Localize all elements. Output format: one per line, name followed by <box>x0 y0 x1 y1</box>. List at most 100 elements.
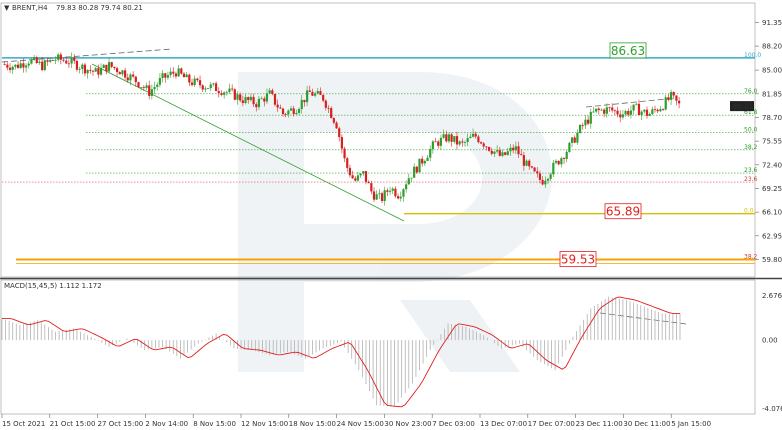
candle-body <box>659 109 662 112</box>
candle-body <box>94 68 97 72</box>
candle-body <box>418 158 421 173</box>
candle-body <box>637 103 641 116</box>
price-tick-label: 75.55 <box>762 138 782 146</box>
candle-body <box>75 60 79 70</box>
candle-body <box>498 150 501 156</box>
candle-body <box>343 148 346 159</box>
candle-body <box>201 85 204 90</box>
candle-body <box>62 59 65 61</box>
candle-body <box>273 93 277 105</box>
time-tick-label: 7 Dec 03:00 <box>432 420 475 428</box>
upper-dashed-trendline[interactable] <box>1 48 173 63</box>
candle-body <box>314 93 317 96</box>
divergence-trendline-price[interactable] <box>585 97 677 108</box>
fib-level-label: 38.2 <box>744 253 758 260</box>
candle-body <box>70 57 73 64</box>
candle-body <box>595 108 598 112</box>
candle-body <box>608 107 611 109</box>
candle-body <box>514 146 517 151</box>
candle-body <box>172 71 175 74</box>
candlesticks <box>3 52 681 206</box>
candle-body <box>14 64 17 67</box>
time-tick-label: 5 Jan 15:00 <box>671 420 711 428</box>
time-tick-label: 30 Dec 11:00 <box>623 420 670 428</box>
candle-body <box>490 150 493 154</box>
candle-body <box>613 110 616 112</box>
candle-body <box>249 96 252 101</box>
candle-body <box>118 72 121 75</box>
candle-body <box>429 149 432 158</box>
time-tick-label: 18 Nov 15:00 <box>289 420 336 428</box>
macd-tick-label: -4.076 <box>762 405 782 413</box>
candle-body <box>22 63 25 68</box>
candle-body <box>140 87 143 89</box>
candle-body <box>463 142 467 143</box>
candle-body <box>6 64 9 68</box>
candle-body <box>568 142 571 152</box>
candle-body <box>471 133 475 137</box>
candle-body <box>327 107 330 109</box>
candle-body <box>289 108 293 111</box>
candle-body <box>185 74 188 78</box>
candle-body <box>161 73 164 79</box>
candle-body <box>434 141 437 143</box>
chevron-down-icon[interactable]: ▼ <box>4 4 10 12</box>
candle-body <box>621 114 625 118</box>
candle-body <box>196 78 199 81</box>
candle-body <box>316 91 319 94</box>
candle-body <box>509 147 512 152</box>
candle-body <box>380 193 384 202</box>
candle-body <box>370 183 373 192</box>
candle-body <box>645 109 649 116</box>
candle-body <box>485 146 488 148</box>
candle-body <box>335 122 338 129</box>
candle-body <box>115 68 119 73</box>
price-tick-label: 59.80 <box>762 256 782 264</box>
candle-body <box>533 167 536 172</box>
candle-body <box>124 70 127 78</box>
candle-body <box>643 109 646 112</box>
candle-body <box>600 109 603 111</box>
price-axis: 91.35 88.20 85.00 81.85 78.70 75.55 72.40 69.25… <box>755 19 782 264</box>
level-callout-box <box>609 42 647 59</box>
candle-body <box>552 162 555 175</box>
candle-body <box>78 68 81 70</box>
candle-body <box>356 175 360 181</box>
candle-body <box>496 150 499 152</box>
symbol-title: BRENT,H4 <box>12 4 48 12</box>
candle-body <box>405 184 408 190</box>
level-callout-value: 86.63 <box>611 44 645 58</box>
candle-body <box>477 136 480 143</box>
candle-body <box>236 94 239 100</box>
candle-body <box>669 92 673 100</box>
candle-body <box>322 94 325 101</box>
candle-body <box>156 84 159 87</box>
candle-body <box>206 88 210 89</box>
candle-body <box>255 104 258 108</box>
candle-body <box>223 92 226 95</box>
candle-body <box>372 191 376 200</box>
candle-body <box>132 74 135 77</box>
candle-body <box>198 80 202 86</box>
divergence-trendline-macd[interactable] <box>599 312 687 325</box>
candle-body <box>672 92 675 96</box>
candle-body <box>319 91 322 95</box>
candle-body <box>158 78 162 85</box>
time-tick-label: 12 Nov 15:00 <box>241 420 288 428</box>
candle-body <box>648 113 651 116</box>
candle-body <box>24 65 28 68</box>
candle-body <box>89 69 92 71</box>
candle-body <box>603 109 606 114</box>
candle-body <box>493 151 496 154</box>
candle-body <box>415 166 418 173</box>
candle-body <box>431 141 434 150</box>
candle-body <box>627 111 630 115</box>
candle-body <box>367 181 370 184</box>
candle-body <box>19 63 22 68</box>
macd-tick-label: 2.676 <box>762 292 782 300</box>
candle-body <box>554 160 558 163</box>
candle-body <box>426 157 429 161</box>
candle-body <box>67 63 71 65</box>
candle-body <box>565 151 568 159</box>
candle-body <box>33 57 36 60</box>
